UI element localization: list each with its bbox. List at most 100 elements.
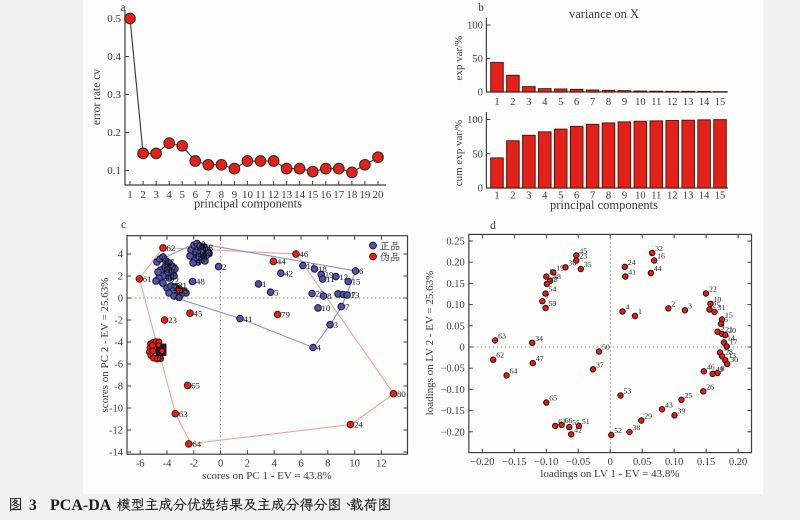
- svg-text:48: 48: [553, 272, 561, 281]
- svg-text:8: 8: [606, 97, 611, 108]
- svg-text:0.4: 0.4: [107, 51, 121, 63]
- svg-text:30: 30: [730, 355, 738, 364]
- svg-text:-14: -14: [109, 448, 124, 459]
- svg-text:53: 53: [197, 247, 207, 257]
- svg-text:6: 6: [298, 459, 303, 470]
- svg-text:0: 0: [218, 459, 223, 470]
- svg-text:9: 9: [232, 189, 238, 201]
- svg-text:-12: -12: [109, 426, 123, 437]
- svg-text:-10: -10: [109, 404, 123, 415]
- svg-text:2: 2: [671, 299, 675, 308]
- svg-text:0.05: 0.05: [633, 457, 651, 468]
- svg-text:47: 47: [196, 257, 206, 267]
- svg-text:12: 12: [268, 189, 279, 201]
- svg-text:10: 10: [242, 189, 254, 201]
- svg-text:3: 3: [29, 497, 37, 514]
- svg-text:66: 66: [565, 416, 573, 425]
- svg-text:4: 4: [166, 189, 172, 201]
- svg-text:44: 44: [277, 257, 286, 267]
- svg-text:11: 11: [723, 344, 731, 353]
- svg-text:7: 7: [203, 254, 208, 264]
- svg-text:10: 10: [349, 459, 360, 470]
- svg-text:8: 8: [606, 191, 611, 202]
- svg-text:65: 65: [191, 381, 200, 391]
- svg-text:38: 38: [633, 423, 641, 432]
- svg-text:4: 4: [542, 191, 548, 202]
- svg-text:3: 3: [526, 97, 531, 108]
- svg-text:0.3: 0.3: [107, 89, 121, 101]
- svg-text:11: 11: [651, 97, 661, 108]
- svg-text:−0.20: −0.20: [470, 457, 494, 468]
- svg-text:14: 14: [306, 261, 315, 271]
- svg-text:5: 5: [274, 287, 279, 297]
- svg-text:a: a: [120, 2, 125, 14]
- svg-text:63: 63: [179, 409, 188, 419]
- svg-text:7: 7: [345, 302, 350, 312]
- svg-text:15: 15: [715, 191, 726, 202]
- svg-text:0.10: 0.10: [446, 300, 464, 311]
- svg-text:58: 58: [204, 243, 214, 253]
- svg-text:45: 45: [579, 246, 587, 255]
- svg-text:0.10: 0.10: [665, 457, 683, 468]
- svg-text:18: 18: [346, 189, 358, 201]
- svg-text:9: 9: [622, 97, 627, 108]
- svg-text:8: 8: [325, 459, 330, 470]
- svg-text:19: 19: [359, 189, 371, 201]
- svg-text:47: 47: [536, 354, 544, 363]
- svg-text:3: 3: [334, 320, 339, 330]
- svg-text:25: 25: [684, 391, 692, 400]
- svg-text:2: 2: [510, 191, 515, 202]
- svg-text:38: 38: [198, 253, 208, 263]
- svg-text:4: 4: [272, 459, 278, 470]
- svg-text:29: 29: [173, 283, 183, 293]
- svg-text:1: 1: [262, 279, 266, 289]
- svg-text:13: 13: [728, 351, 736, 360]
- svg-text:2: 2: [510, 97, 515, 108]
- svg-text:50: 50: [194, 242, 204, 253]
- svg-text:12: 12: [667, 191, 678, 202]
- svg-text:−0.10: −0.10: [534, 457, 558, 468]
- svg-text:16: 16: [657, 252, 665, 261]
- svg-text:-4: -4: [163, 459, 172, 470]
- svg-text:principal components: principal components: [550, 198, 658, 212]
- svg-text:5: 5: [549, 268, 553, 277]
- svg-text:4: 4: [542, 97, 548, 108]
- svg-text:PCA-DA: PCA-DA: [50, 497, 112, 514]
- svg-text:28: 28: [725, 347, 733, 356]
- svg-text:12: 12: [376, 459, 387, 470]
- svg-text:2: 2: [222, 262, 226, 272]
- svg-text:18: 18: [318, 264, 327, 274]
- svg-text:64: 64: [510, 366, 518, 375]
- svg-text:46: 46: [300, 249, 309, 259]
- svg-text:43: 43: [202, 248, 212, 259]
- svg-text:23: 23: [168, 315, 177, 325]
- svg-text:31: 31: [718, 303, 726, 312]
- svg-text:c: c: [121, 219, 126, 231]
- svg-text:0.20: 0.20: [729, 457, 747, 468]
- svg-text:scores on PC 1 - EV = 43.8%: scores on PC 1 - EV = 43.8%: [202, 470, 331, 482]
- svg-text:43: 43: [665, 400, 673, 409]
- svg-text:1: 1: [494, 191, 499, 202]
- svg-text:40: 40: [165, 272, 175, 282]
- svg-text:0.25: 0.25: [446, 237, 464, 248]
- svg-text:37: 37: [596, 360, 604, 369]
- svg-text:0.15: 0.15: [446, 279, 464, 290]
- svg-text:loadings on LV 1 - EV = 43.8%: loadings on LV 1 - EV = 43.8%: [540, 468, 679, 480]
- svg-text:54: 54: [549, 285, 557, 294]
- svg-text:0.5: 0.5: [107, 13, 121, 25]
- svg-text:8: 8: [327, 291, 332, 301]
- svg-text:exp var/%: exp var/%: [453, 36, 465, 81]
- svg-text:2: 2: [140, 189, 146, 201]
- svg-text:0: 0: [460, 343, 465, 354]
- svg-text:45: 45: [194, 308, 203, 318]
- svg-text:32: 32: [159, 254, 168, 264]
- svg-text:29: 29: [644, 412, 652, 421]
- svg-text:41: 41: [628, 267, 636, 276]
- svg-text:6: 6: [193, 189, 199, 201]
- svg-text:32: 32: [655, 244, 663, 253]
- svg-text:53: 53: [623, 387, 631, 396]
- svg-text:7: 7: [545, 292, 549, 301]
- svg-text:9: 9: [200, 242, 205, 252]
- svg-text:d: d: [490, 220, 496, 232]
- svg-text:22: 22: [709, 284, 717, 293]
